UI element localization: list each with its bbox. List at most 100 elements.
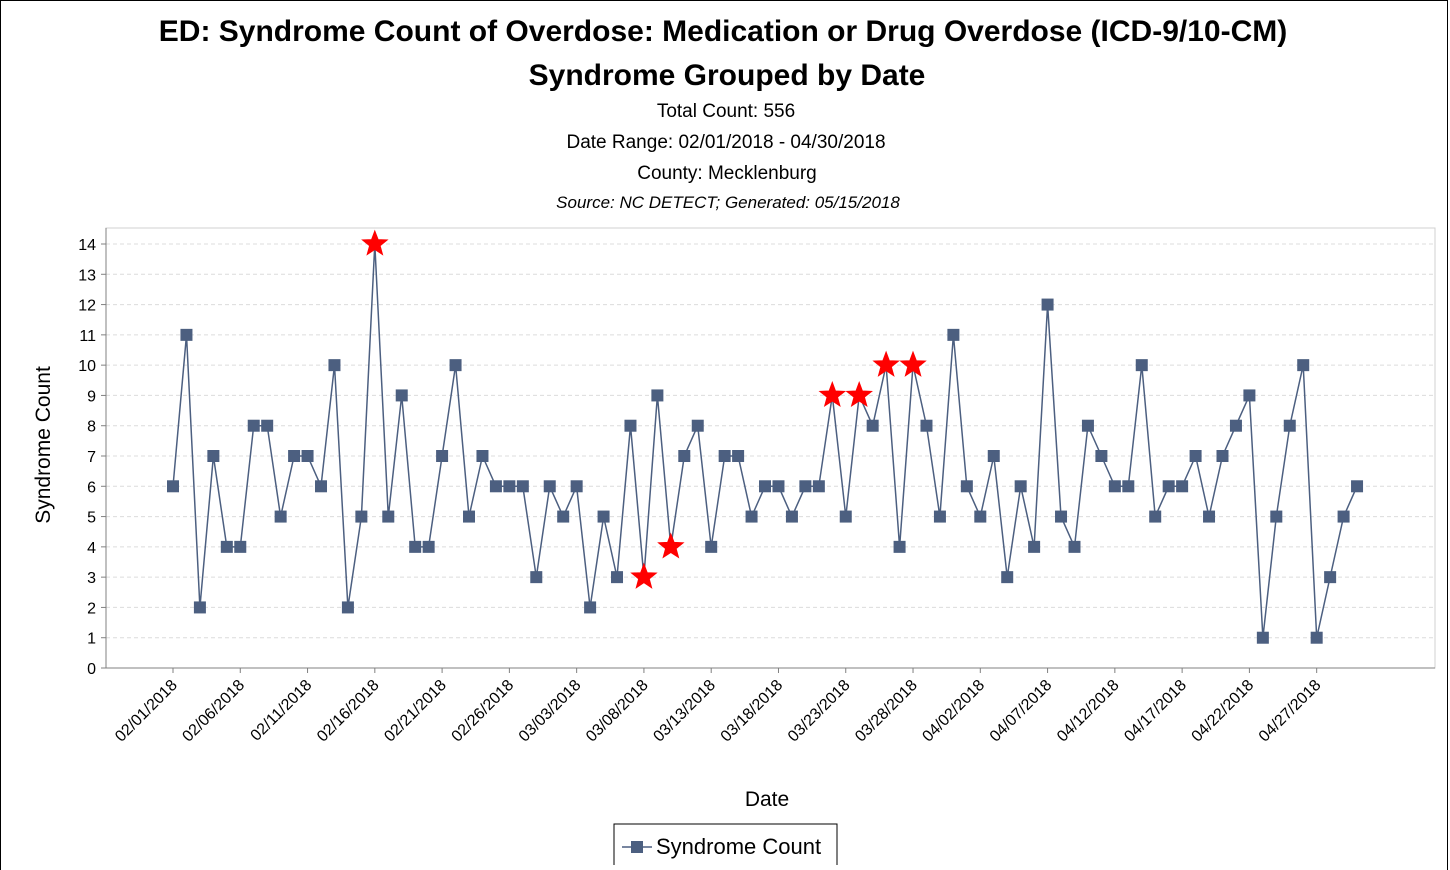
x-tick-label: 04/07/2018 xyxy=(987,677,1056,746)
data-point xyxy=(1189,450,1202,462)
x-tick-label: 03/03/2018 xyxy=(516,677,585,746)
y-tick-label: 8 xyxy=(87,419,96,436)
data-point xyxy=(1095,450,1108,462)
series-syndrome-count xyxy=(167,229,1364,644)
y-tick-label: 4 xyxy=(87,540,96,557)
data-point xyxy=(799,480,812,493)
data-point xyxy=(449,359,462,372)
data-point xyxy=(570,480,583,493)
data-point xyxy=(543,480,556,493)
x-tick-label: 04/12/2018 xyxy=(1054,677,1123,746)
data-point xyxy=(180,328,193,341)
data-point xyxy=(1055,510,1068,523)
total-count: Total Count: 556 xyxy=(657,101,795,122)
alert-markers xyxy=(361,229,927,589)
y-tick-label: 7 xyxy=(87,449,96,466)
data-point xyxy=(301,450,314,462)
data-point xyxy=(1028,540,1041,553)
data-point xyxy=(1203,510,1216,523)
data-point xyxy=(341,601,354,614)
data-point xyxy=(624,419,637,432)
source-line: Source: NC DETECT; Generated: 05/15/2018 xyxy=(556,193,900,212)
legend-series-marker xyxy=(631,841,643,853)
data-point xyxy=(772,480,785,493)
chart-title: ED: Syndrome Count of Overdose: Medicati… xyxy=(159,15,1287,48)
data-point xyxy=(1229,419,1242,432)
x-tick-label: 02/01/2018 xyxy=(112,677,181,746)
data-point xyxy=(1310,631,1323,644)
data-point xyxy=(960,480,973,493)
data-point xyxy=(1324,571,1337,584)
y-tick-label: 2 xyxy=(87,600,96,617)
x-tick-label: 03/23/2018 xyxy=(785,677,854,746)
data-point xyxy=(785,510,798,523)
data-point xyxy=(516,480,529,493)
x-axis-label: Date xyxy=(745,788,789,811)
data-point xyxy=(1014,480,1027,493)
data-point xyxy=(395,389,408,402)
alert-star xyxy=(361,229,389,256)
x-tick-label: 04/02/2018 xyxy=(919,677,988,746)
data-point xyxy=(974,510,987,523)
data-point xyxy=(530,571,543,584)
alert-star xyxy=(899,350,927,377)
data-point xyxy=(1122,480,1135,493)
data-point xyxy=(745,510,758,523)
data-point xyxy=(1081,419,1094,432)
legend-box xyxy=(613,823,838,865)
data-point xyxy=(1001,571,1014,584)
data-point xyxy=(1135,359,1148,372)
data-point xyxy=(167,480,179,493)
y-tick-label: 9 xyxy=(87,388,96,405)
county: County: Mecklenburg xyxy=(637,163,817,184)
data-point xyxy=(220,540,233,553)
data-point xyxy=(839,510,852,523)
date-range: Date Range: 02/01/2018 - 04/30/2018 xyxy=(566,132,885,153)
data-point xyxy=(678,450,691,462)
x-tick-label: 03/08/2018 xyxy=(583,677,652,746)
y-tick-label: 1 xyxy=(87,631,96,648)
data-point xyxy=(422,540,435,553)
x-tick-label: 02/16/2018 xyxy=(314,677,383,746)
chart-title-line2: Syndrome Grouped by Date xyxy=(529,59,926,92)
data-point xyxy=(651,389,664,402)
data-point xyxy=(382,510,395,523)
alert-star xyxy=(657,532,685,559)
y-tick-label: 14 xyxy=(78,237,96,254)
data-point xyxy=(947,328,960,341)
y-tick-label: 0 xyxy=(87,661,96,678)
data-point xyxy=(261,419,274,432)
data-point xyxy=(193,601,206,614)
data-point xyxy=(315,480,328,493)
data-point xyxy=(920,419,933,432)
data-point xyxy=(1216,450,1229,462)
legend: Syndrome Count xyxy=(613,823,838,865)
data-point xyxy=(1243,389,1256,402)
alert-star xyxy=(630,562,658,589)
data-point xyxy=(597,510,610,523)
data-point xyxy=(584,601,597,614)
data-point xyxy=(1176,480,1189,493)
y-tick-label: 6 xyxy=(87,479,96,496)
y-tick-label: 13 xyxy=(78,267,96,284)
y-tick-label: 11 xyxy=(79,328,96,345)
data-point xyxy=(1108,480,1121,493)
plot-area xyxy=(105,227,1436,669)
y-tick-label: 3 xyxy=(87,570,96,587)
y-axis-label: Syndrome Count xyxy=(32,366,55,524)
x-tick-label: 04/22/2018 xyxy=(1189,677,1258,746)
data-point xyxy=(611,571,624,584)
alert-star xyxy=(845,380,873,408)
x-tick-label: 04/27/2018 xyxy=(1256,677,1325,746)
data-point xyxy=(476,450,489,462)
data-point xyxy=(987,450,1000,462)
data-point xyxy=(247,419,260,432)
data-point xyxy=(503,480,516,493)
data-point xyxy=(1256,631,1269,644)
series-markers xyxy=(167,298,1364,644)
data-point xyxy=(328,359,341,372)
y-tick-label: 12 xyxy=(78,298,96,315)
